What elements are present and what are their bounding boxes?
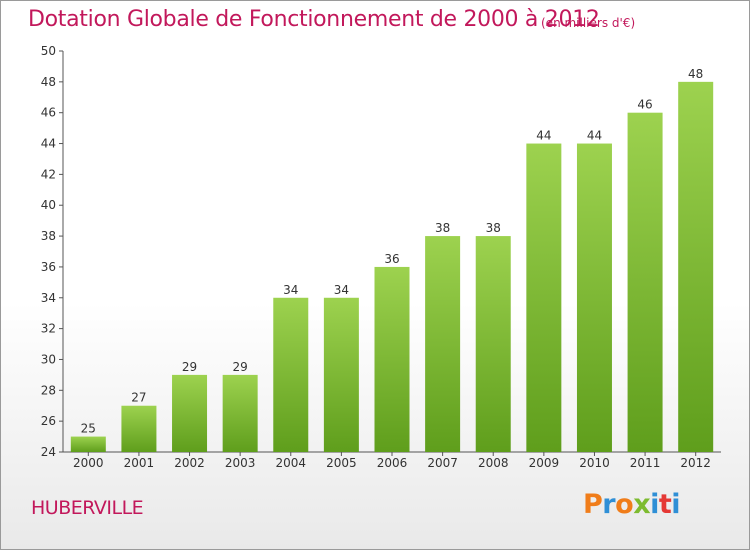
x-tick-label-2003: 2003 xyxy=(225,456,256,470)
y-tick-label: 30 xyxy=(41,352,56,366)
value-label-2002: 29 xyxy=(182,360,197,374)
bar-2010 xyxy=(576,143,612,453)
bar-2000 xyxy=(70,436,106,452)
value-label-2005: 34 xyxy=(334,283,349,297)
value-label-2008: 38 xyxy=(486,221,501,235)
x-tick-label-2002: 2002 xyxy=(174,456,205,470)
value-label-2000: 25 xyxy=(81,422,96,436)
x-tick-label-2012: 2012 xyxy=(680,456,711,470)
bar-2012 xyxy=(678,81,714,452)
value-label-2007: 38 xyxy=(435,221,450,235)
bar-2006 xyxy=(374,266,410,452)
bar-2007 xyxy=(425,236,461,452)
bar-2005 xyxy=(323,297,359,452)
bar-2009 xyxy=(526,143,562,453)
bar-2002 xyxy=(172,374,208,452)
x-tick-label-2007: 2007 xyxy=(427,456,458,470)
y-tick-label: 40 xyxy=(41,198,56,212)
bar-2003 xyxy=(222,374,258,452)
bar-2011 xyxy=(627,112,663,452)
chart-title: Dotation Globale de Fonctionnement de 20… xyxy=(28,7,600,32)
y-tick-label: 24 xyxy=(41,445,56,459)
bar-2008 xyxy=(475,236,511,452)
x-tick-label-2010: 2010 xyxy=(579,456,610,470)
value-label-2004: 34 xyxy=(283,283,298,297)
y-tick-label: 48 xyxy=(41,75,56,89)
logo-letter: x xyxy=(633,489,651,520)
value-label-2010: 44 xyxy=(587,129,602,143)
bar-2001 xyxy=(121,405,157,452)
y-tick-label: 44 xyxy=(41,137,56,151)
chart-subtitle: (en milliers d'€) xyxy=(541,16,636,30)
value-label-2001: 27 xyxy=(131,391,146,405)
x-tick-label-2011: 2011 xyxy=(630,456,661,470)
value-label-2003: 29 xyxy=(233,360,248,374)
y-tick-label: 34 xyxy=(41,291,56,305)
x-tick-label-2005: 2005 xyxy=(326,456,357,470)
logo-letter: r xyxy=(602,489,616,520)
y-tick-label: 46 xyxy=(41,106,56,120)
value-label-2012: 48 xyxy=(688,67,703,81)
logo-letter: i xyxy=(650,489,659,520)
y-tick-label: 26 xyxy=(41,414,56,428)
value-label-2011: 46 xyxy=(637,98,652,112)
x-tick-label-2004: 2004 xyxy=(275,456,306,470)
value-label-2006: 36 xyxy=(384,252,399,266)
x-tick-label-2001: 2001 xyxy=(124,456,155,470)
commune-name: HUBERVILLE xyxy=(31,497,144,519)
logo-letter: o xyxy=(615,489,634,520)
x-tick-label-2009: 2009 xyxy=(529,456,560,470)
y-tick-label: 50 xyxy=(41,44,56,58)
x-tick-label-2000: 2000 xyxy=(73,456,104,470)
bar-2004 xyxy=(273,297,309,452)
x-tick-label-2006: 2006 xyxy=(377,456,408,470)
y-tick-label: 28 xyxy=(41,383,56,397)
y-tick-label: 32 xyxy=(41,322,56,336)
x-tick-label-2008: 2008 xyxy=(478,456,509,470)
value-label-2009: 44 xyxy=(536,129,551,143)
logo-letter: P xyxy=(583,489,603,520)
y-tick-label: 42 xyxy=(41,167,56,181)
y-tick-label: 36 xyxy=(41,260,56,274)
proxiti-logo: Proxiti xyxy=(583,489,681,520)
logo-letter: i xyxy=(671,489,681,520)
logo-letter: t xyxy=(658,489,672,520)
y-tick-label: 38 xyxy=(41,229,56,243)
